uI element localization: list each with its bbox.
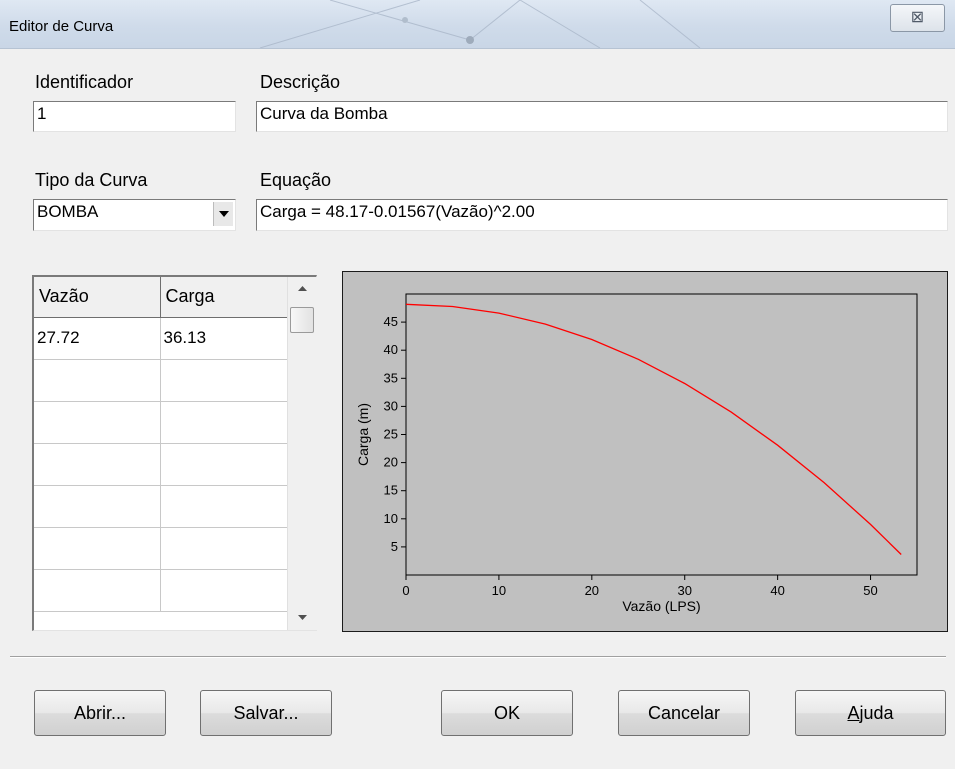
ok-button[interactable]: OK	[441, 690, 573, 736]
x-axis-label: Vazão (LPS)	[622, 598, 700, 614]
close-button[interactable]: ⊠	[890, 4, 945, 32]
equation-label: Equação	[260, 170, 332, 190]
y-tick-label: 20	[384, 455, 398, 470]
table-cell[interactable]	[160, 401, 288, 444]
help-button[interactable]: Ajuda	[795, 690, 946, 736]
scroll-down-icon[interactable]	[298, 615, 307, 620]
table-cell[interactable]	[34, 401, 161, 444]
x-tick-label: 30	[677, 583, 691, 598]
chart-svg: 0 10 20 30 40 50 5 10 15 20 25 30 35 40 45 Vazão (LPS) C…	[355, 293, 918, 614]
table-cell[interactable]	[160, 359, 288, 402]
y-tick-label: 35	[384, 370, 398, 385]
table-row	[34, 527, 288, 570]
equation-field: Carga = 48.17-0.01567(Vazão)^2.00	[256, 199, 948, 231]
table-cell[interactable]	[34, 485, 161, 528]
table-cell[interactable]	[160, 527, 288, 570]
table-cell[interactable]	[160, 485, 288, 528]
titlebar-decoration	[259, 0, 701, 48]
x-tick-label: 10	[492, 583, 506, 598]
x-tick-label: 50	[863, 583, 877, 598]
chevron-down-icon[interactable]	[213, 202, 233, 226]
column-header-head[interactable]: Carga	[160, 277, 288, 318]
table-row	[34, 443, 288, 486]
table-cell[interactable]	[34, 359, 161, 402]
table-row: 27.72 36.13	[34, 317, 288, 360]
help-accelerator: A	[847, 703, 860, 723]
pump-curve-line	[405, 303, 902, 555]
table-row	[34, 359, 288, 402]
identifier-label: Identificador	[35, 72, 134, 92]
description-input[interactable]: Curva da Bomba	[256, 101, 948, 132]
curve-type-value: BOMBA	[37, 202, 99, 221]
y-tick-label: 45	[384, 314, 398, 329]
curve-type-label: Tipo da Curva	[35, 170, 148, 190]
table-cell[interactable]	[160, 569, 288, 612]
x-tick-label: 20	[585, 583, 599, 598]
help-label: juda	[859, 703, 894, 723]
y-tick-label: 15	[384, 483, 398, 498]
y-tick-label: 30	[384, 398, 398, 413]
open-button[interactable]: Abrir...	[34, 690, 166, 736]
divider	[10, 656, 946, 658]
identifier-input[interactable]: 1	[33, 101, 236, 132]
curve-data-grid[interactable]: Vazão Carga 27.72 36.13	[32, 275, 318, 631]
table-row	[34, 569, 288, 612]
curve-type-select[interactable]: BOMBA	[33, 199, 236, 231]
y-tick-label: 40	[384, 342, 398, 357]
curve-chart: 0 10 20 30 40 50 5 10 15 20 25 30 35 40 45 Vazão (LPS) C…	[342, 271, 948, 632]
column-header-flow[interactable]: Vazão	[34, 277, 161, 318]
table-cell[interactable]: 27.72	[34, 317, 161, 360]
description-label: Descrição	[260, 72, 341, 92]
table-cell[interactable]: 36.13	[160, 317, 288, 360]
x-tick-label: 40	[770, 583, 784, 598]
y-tick-label: 25	[384, 427, 398, 442]
save-button[interactable]: Salvar...	[200, 690, 332, 736]
table-cell[interactable]	[160, 443, 288, 486]
scrollbar-thumb[interactable]	[290, 307, 314, 333]
title-bar: Editor de Curva ⊠	[0, 0, 955, 49]
y-axis-label: Carga (m)	[355, 403, 371, 466]
y-tick-label: 5	[391, 539, 398, 554]
table-cell[interactable]	[34, 527, 161, 570]
grid-scrollbar[interactable]	[287, 277, 318, 630]
close-icon: ⊠	[910, 9, 925, 26]
cancel-button[interactable]: Cancelar	[618, 690, 750, 736]
scroll-up-icon[interactable]	[298, 286, 307, 291]
y-tick-label: 10	[384, 511, 398, 526]
table-row	[34, 401, 288, 444]
x-tick-label: 0	[402, 583, 409, 598]
window-title: Editor de Curva	[9, 18, 114, 35]
table-cell[interactable]	[34, 443, 161, 486]
curve-data-table: Vazão Carga 27.72 36.13	[34, 277, 288, 612]
table-cell[interactable]	[34, 569, 161, 612]
plot-area	[405, 293, 918, 576]
table-row	[34, 485, 288, 528]
